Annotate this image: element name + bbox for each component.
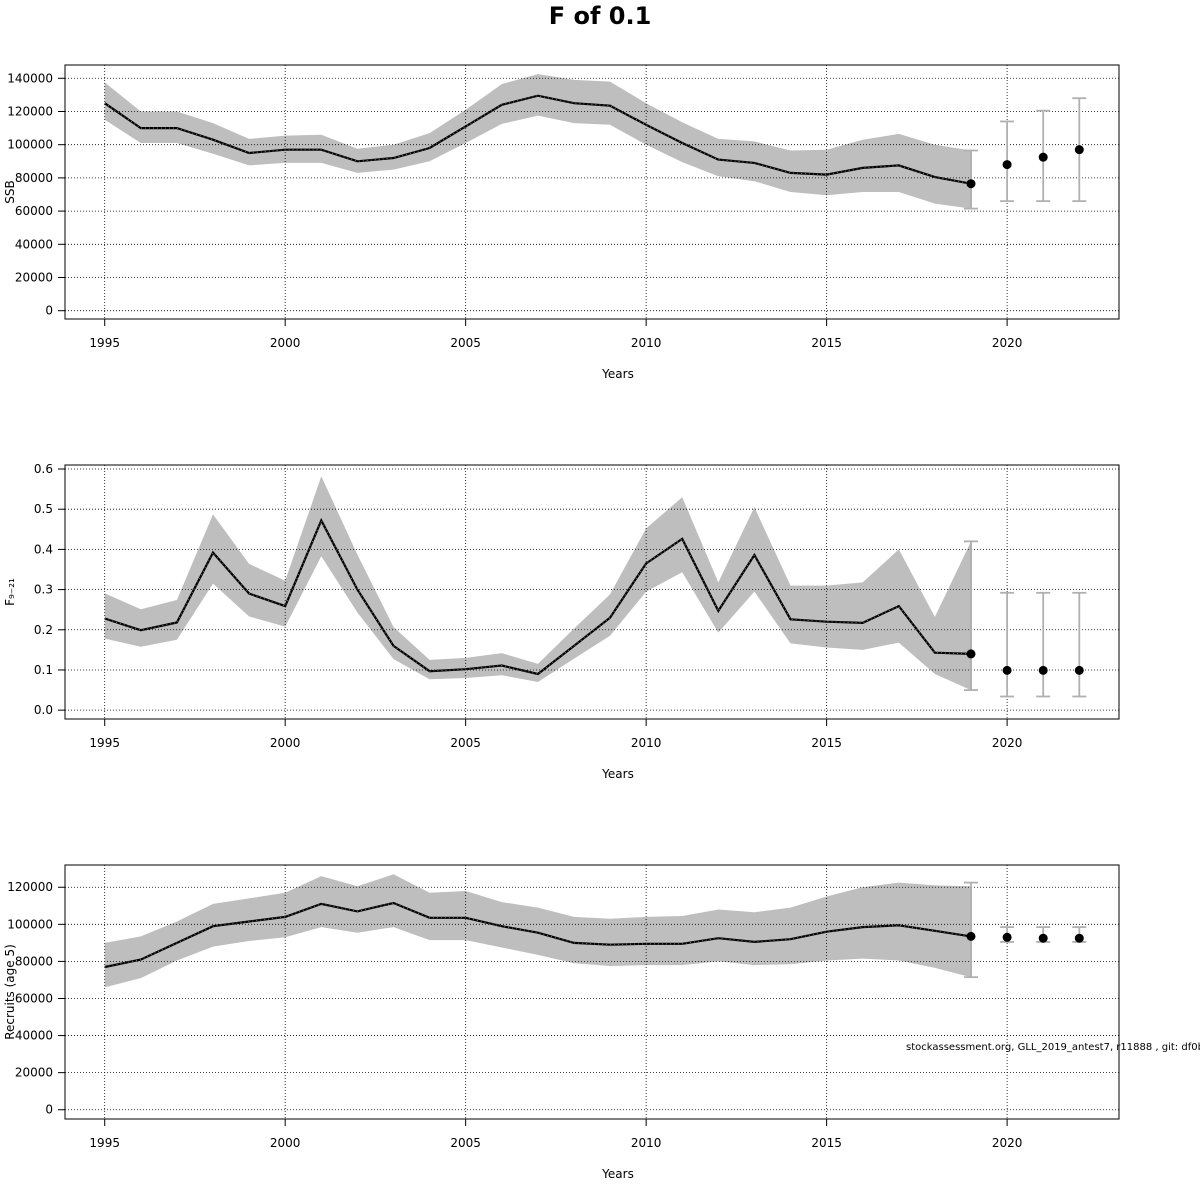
x-tick-label: 2020 xyxy=(992,1136,1023,1150)
forecast-point xyxy=(966,649,976,659)
x-axis-title: Years xyxy=(601,1167,634,1181)
x-tick-label: 2015 xyxy=(811,336,842,350)
y-tick-label: 0.3 xyxy=(34,583,53,597)
forecast-errorbar xyxy=(1072,591,1087,698)
x-tick-label: 2010 xyxy=(631,736,662,750)
panel-1: 1995 2000 2005 2010 2015 2020 0 20000 40000 60000… xyxy=(3,64,1120,381)
x-tick-label: 2000 xyxy=(270,736,301,750)
x-tick-label: 1995 xyxy=(89,336,120,350)
estimate-line-dots xyxy=(104,95,972,185)
y-tick-label: 0.2 xyxy=(34,623,53,637)
y-tick-label: 0.1 xyxy=(34,663,53,677)
confidence-band xyxy=(104,74,971,209)
forecast-errorbar xyxy=(964,881,979,979)
y-tick-label: 120000 xyxy=(7,104,53,118)
footnote-stamp: stockassessment.org, GLL_2019_antest7, r… xyxy=(906,1042,1200,1053)
x-tick-label: 1995 xyxy=(89,736,120,750)
x-tick-label: 2000 xyxy=(270,336,301,350)
confidence-band xyxy=(104,874,971,988)
y-tick-label: 100000 xyxy=(7,138,53,152)
confidence-band xyxy=(104,476,971,691)
y-tick-label: 120000 xyxy=(7,880,53,894)
y-tick-label: 140000 xyxy=(7,71,53,85)
x-tick-label: 1995 xyxy=(89,1136,120,1150)
forecast-point xyxy=(1074,665,1084,675)
y-tick-label: 0.0 xyxy=(34,703,53,717)
y-tick-label: 0.4 xyxy=(34,542,53,556)
forecast-point xyxy=(1038,933,1048,943)
y-axis-title: F₉₋₂₁ xyxy=(3,578,17,606)
x-axis-title: Years xyxy=(601,767,634,781)
plot-frame xyxy=(64,464,1120,720)
plot-frame xyxy=(64,864,1120,1120)
forecast-point xyxy=(1002,665,1012,675)
x-tick-label: 2005 xyxy=(450,736,481,750)
forecast-point xyxy=(1074,145,1084,155)
x-tick-label: 2005 xyxy=(450,336,481,350)
y-tick-label: 0 xyxy=(45,1103,53,1117)
y-tick-label: 0.5 xyxy=(34,502,53,516)
x-tick-label: 2015 xyxy=(811,1136,842,1150)
forecast-point xyxy=(1038,665,1048,675)
x-tick-label: 2020 xyxy=(992,736,1023,750)
estimate-line-dots xyxy=(104,902,972,968)
panel-3: 1995 2000 2005 2010 2015 2020 0 20000 40000 60000… xyxy=(3,864,1120,1181)
forecast-errorbar xyxy=(1000,591,1015,698)
forecast-point xyxy=(966,179,976,189)
forecast-errorbar xyxy=(964,540,979,691)
plot-frame xyxy=(64,64,1120,320)
y-tick-label: 80000 xyxy=(15,954,53,968)
x-tick-label: 2005 xyxy=(450,1136,481,1150)
panel-2: 1995 2000 2005 2010 2015 2020 0.0 0.1 0.2 0.3 0.4 0… xyxy=(3,462,1120,781)
y-tick-label: 60000 xyxy=(15,204,53,218)
forecast-point xyxy=(966,931,976,941)
y-tick-label: 20000 xyxy=(15,1066,53,1080)
estimate-line-dots xyxy=(104,519,972,675)
x-axis-title: Years xyxy=(601,367,634,381)
forecast-errorbar xyxy=(1036,591,1051,698)
y-tick-label: 40000 xyxy=(15,237,53,251)
forecast-point xyxy=(1002,932,1012,942)
x-tick-label: 2000 xyxy=(270,1136,301,1150)
y-axis-title: Recruits (age 5) xyxy=(3,944,17,1040)
forecast-point xyxy=(1002,160,1012,170)
y-tick-label: 100000 xyxy=(7,917,53,931)
forecast-point xyxy=(1038,152,1048,162)
forecast-point xyxy=(1074,933,1084,943)
x-tick-label: 2010 xyxy=(631,336,662,350)
y-tick-label: 0 xyxy=(45,304,53,318)
y-axis-title: SSB xyxy=(3,180,17,203)
chart-title: F of 0.1 xyxy=(548,2,652,30)
y-tick-label: 60000 xyxy=(15,991,53,1005)
x-tick-label: 2020 xyxy=(992,336,1023,350)
x-tick-label: 2015 xyxy=(811,736,842,750)
y-tick-label: 40000 xyxy=(15,1029,53,1043)
x-tick-label: 2010 xyxy=(631,1136,662,1150)
y-tick-label: 20000 xyxy=(15,270,53,284)
y-tick-label: 80000 xyxy=(15,171,53,185)
y-tick-label: 0.6 xyxy=(34,462,53,476)
